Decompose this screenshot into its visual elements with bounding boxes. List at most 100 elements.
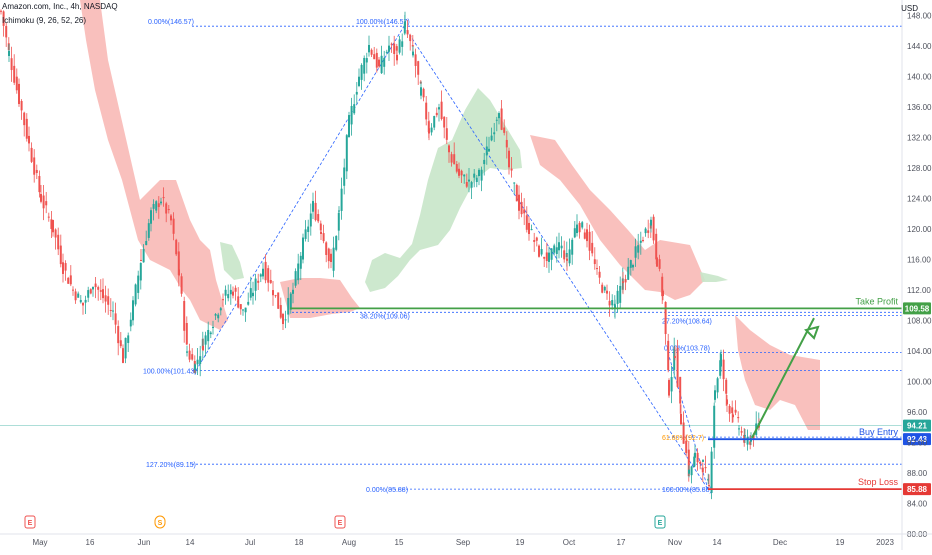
event-marker-box [24, 515, 36, 529]
price-tick-label: 112.00 [907, 286, 931, 295]
candle-body [650, 219, 652, 226]
price-axis[interactable]: 80.0084.0088.0092.0096.00100.00104.00108… [901, 0, 932, 550]
candle [13, 54, 16, 86]
candle-body [704, 467, 707, 469]
candle-body [404, 21, 406, 28]
candle [650, 216, 652, 233]
candle-body [353, 104, 356, 114]
time-axis[interactable]: May 16 Jun 14 Jul 18 Aug 15 Sep 19 Oct 17 Nov 14 Dec 19… [0, 533, 932, 547]
candle-body [611, 300, 614, 306]
projection-arrow-line [751, 317, 815, 439]
candle [716, 376, 719, 399]
candle [309, 203, 312, 236]
candle-body [67, 277, 70, 284]
candle [720, 349, 722, 372]
candle [139, 262, 142, 290]
candle-body [674, 356, 676, 358]
candle-body [277, 292, 280, 309]
candle-body [287, 297, 290, 315]
candle [538, 244, 540, 258]
candle [249, 276, 252, 301]
price-tick-label: 100.00 [907, 377, 932, 386]
candle [178, 264, 180, 277]
candle-body [688, 469, 690, 474]
candle-body [746, 436, 749, 445]
candle [505, 131, 508, 159]
candle [688, 465, 690, 478]
candle-body [327, 248, 330, 262]
candle [224, 285, 227, 305]
candle-body [593, 259, 596, 265]
candle [277, 292, 280, 310]
candle [343, 158, 346, 195]
last-price-tag [903, 419, 931, 432]
candle [652, 214, 655, 244]
candle-body [713, 405, 716, 448]
candle [360, 63, 363, 90]
candle-body [297, 263, 300, 281]
candle [137, 270, 140, 300]
candle-body [490, 135, 493, 141]
candle-body [463, 174, 466, 177]
candle [188, 343, 191, 363]
buy-entry-price-tag [903, 433, 931, 446]
candle [338, 206, 340, 219]
candle [312, 192, 314, 219]
fib-trend-line [667, 352, 709, 490]
candle-body [274, 295, 277, 297]
candle [639, 231, 642, 255]
indicator-title: Ichimoku (9, 26, 52, 26) [2, 16, 87, 25]
candle [495, 116, 498, 132]
candle-body [365, 58, 368, 63]
candle-body [94, 283, 97, 288]
candles-layer [0, 9, 760, 500]
candle [433, 115, 436, 131]
candle-body [417, 61, 420, 75]
candle [107, 288, 110, 315]
candle [513, 182, 516, 195]
candle [259, 273, 262, 283]
candle [35, 164, 38, 180]
candle [292, 282, 294, 304]
candle-body [360, 64, 363, 80]
candle [566, 254, 568, 271]
candle-body [20, 100, 23, 111]
candle-body [229, 289, 232, 295]
candle [2, 10, 5, 37]
candle [398, 35, 401, 55]
candle-body [644, 228, 647, 234]
candle [440, 90, 443, 121]
candle-body [495, 119, 498, 121]
candle-body [239, 304, 242, 310]
candle [10, 46, 13, 82]
candle-body [578, 222, 581, 233]
candle-body [177, 251, 180, 276]
candle-body [485, 146, 488, 156]
candle-body [185, 322, 188, 345]
candle-body [548, 252, 550, 262]
candle-body [475, 177, 478, 183]
candle-body [282, 313, 284, 325]
candle [122, 344, 124, 364]
candle-body [337, 212, 340, 231]
candle-body [558, 242, 560, 251]
candle [183, 296, 186, 343]
candle-body [480, 169, 483, 181]
candle [453, 142, 456, 165]
candle-body [676, 348, 679, 387]
candle [217, 312, 220, 323]
candle-body [204, 335, 207, 345]
candle [23, 111, 26, 137]
candle [72, 286, 74, 296]
candle-body [25, 118, 28, 139]
fib-level-label: 100.00%(146.57) [356, 19, 410, 26]
candle-body [701, 467, 704, 473]
candle [578, 221, 581, 239]
candle-body [194, 364, 196, 371]
candle-body [656, 257, 658, 267]
candle [493, 122, 496, 142]
candle-body [160, 201, 162, 204]
candle-body [33, 157, 36, 175]
candle [8, 44, 10, 62]
